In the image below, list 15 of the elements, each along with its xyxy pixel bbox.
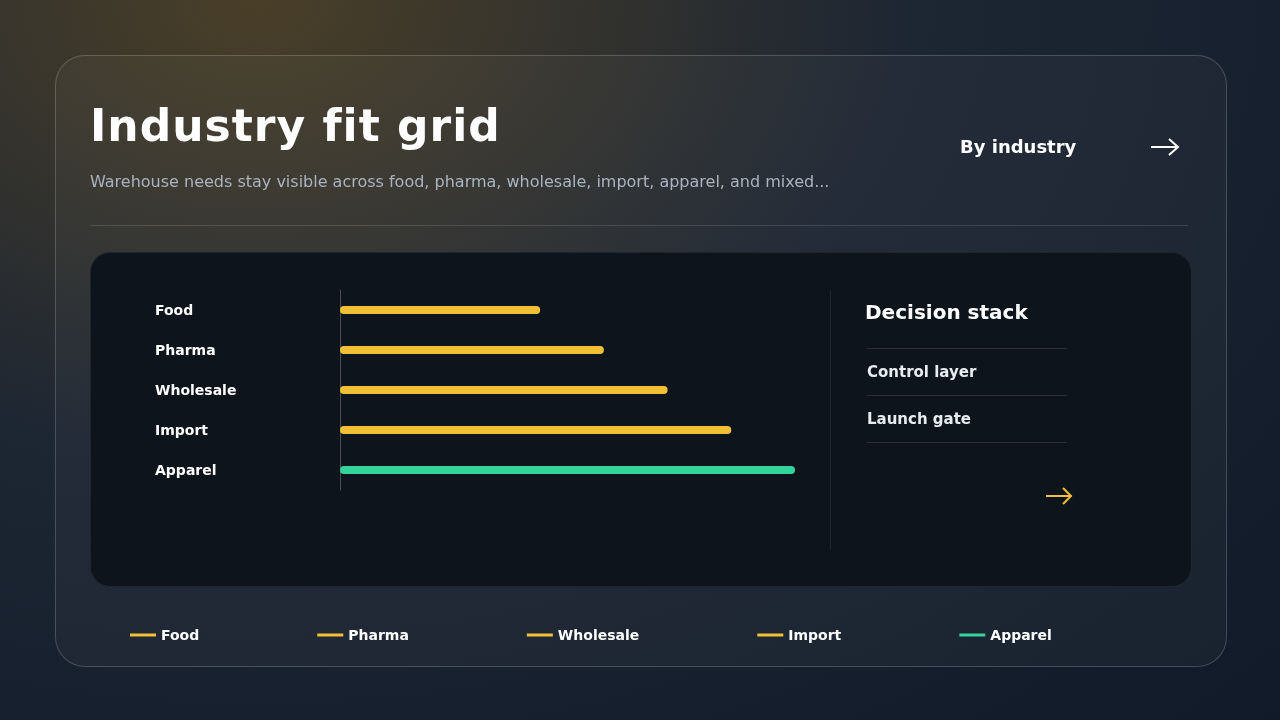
text: Control layer xyxy=(867,348,1067,395)
y-tick-label: Wholesale xyxy=(155,382,237,398)
legend-label: Wholesale xyxy=(557,627,640,643)
y-tick-label: Apparel xyxy=(155,462,217,478)
y-tick-label: Import xyxy=(155,422,209,438)
y-tick-label: Pharma xyxy=(155,342,216,358)
y-tick-label: Food xyxy=(155,302,194,318)
legend-label: Apparel xyxy=(990,627,1052,643)
chart-subtitle: Warehouse needs stay visible across food, pharma, wholesale, import, apparel, and mixed... xyxy=(90,172,830,191)
legend-label: Pharma xyxy=(348,627,409,643)
legend-label: Import xyxy=(788,627,842,643)
chart-title: Industry fit grid xyxy=(90,100,501,151)
text: By industry xyxy=(960,136,1077,157)
text: Decision stack xyxy=(865,299,1029,324)
text: Launch gate xyxy=(867,395,1067,443)
